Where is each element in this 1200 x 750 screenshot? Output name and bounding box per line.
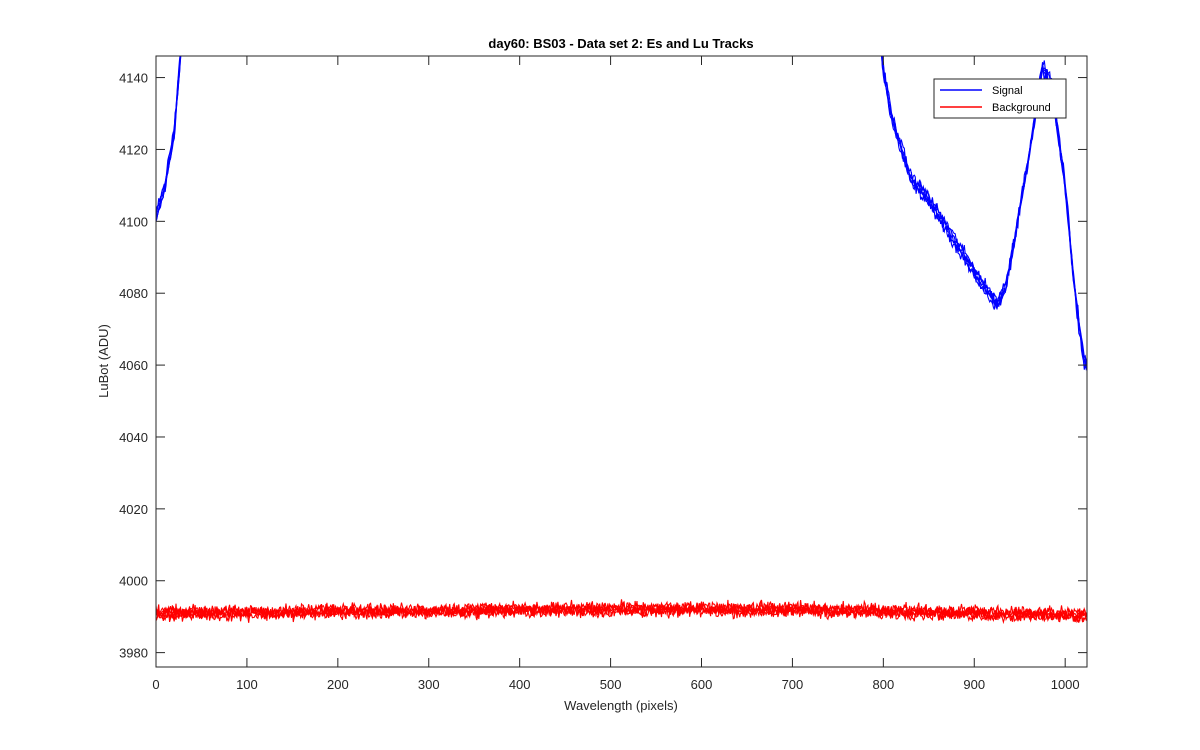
plot-area: [156, 56, 1087, 667]
legend: Signal Background: [933, 78, 1067, 119]
x-tick-label: 200: [327, 677, 349, 692]
x-tick-label: 900: [963, 677, 985, 692]
x-tick-label: 1000: [1051, 677, 1080, 692]
y-tick-label: 4100: [119, 214, 148, 229]
x-tick-label: 700: [782, 677, 804, 692]
x-tick-label: 400: [509, 677, 531, 692]
x-axis-label: Wavelength (pixels): [564, 698, 678, 713]
y-tick-label: 4040: [119, 430, 148, 445]
x-tick-label: 500: [600, 677, 622, 692]
legend-label-background: Background: [992, 102, 1051, 114]
x-tick-label: 0: [152, 677, 159, 692]
background-line: [156, 599, 1087, 621]
y-tick-label: 4140: [119, 71, 148, 86]
y-axis-label: LuBot (ADU): [96, 324, 111, 398]
legend-box: [933, 78, 1067, 119]
x-tick-label: 600: [691, 677, 713, 692]
x-tick-label: 100: [236, 677, 258, 692]
chart-title: day60: BS03 - Data set 2: Es and Lu Trac…: [488, 36, 753, 51]
signal-line: [156, 56, 181, 216]
legend-label-signal: Signal: [992, 85, 1023, 97]
x-tick-label: 800: [872, 677, 894, 692]
y-tick-label: 4080: [119, 286, 148, 301]
y-tick-label: 4120: [119, 142, 148, 157]
y-tick-label: 4000: [119, 574, 148, 589]
x-tick-label: 300: [418, 677, 440, 692]
plot-frame: [155, 55, 1088, 668]
y-tick-label: 3980: [119, 646, 148, 661]
y-tick-label: 4020: [119, 502, 148, 517]
background-line: [156, 599, 1087, 619]
y-tick-label: 4060: [119, 358, 148, 373]
